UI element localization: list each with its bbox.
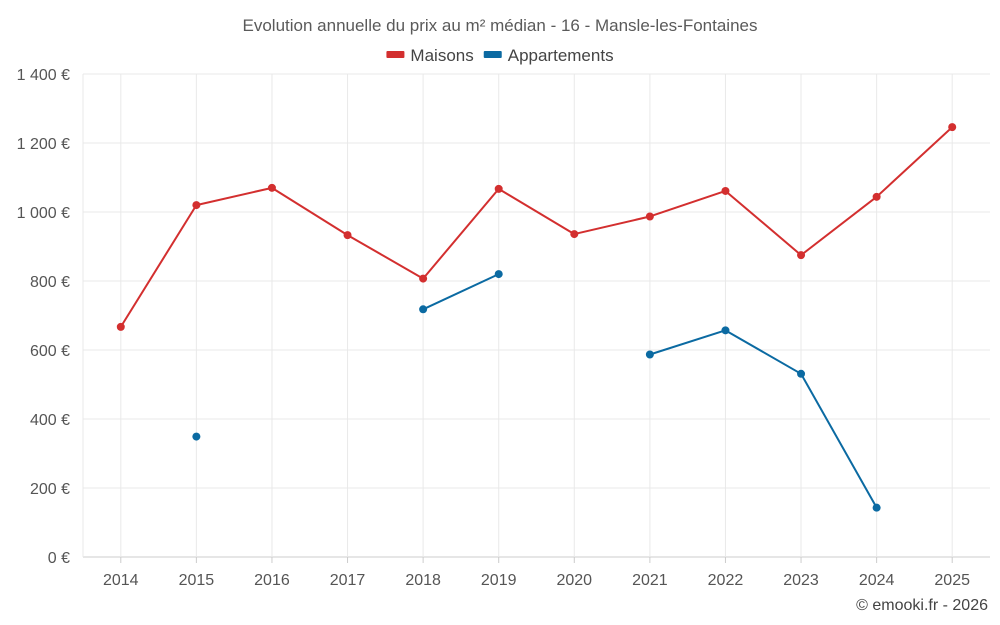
x-tick-label: 2015 <box>179 572 215 589</box>
data-point[interactable] <box>721 326 730 335</box>
data-point[interactable] <box>645 350 654 359</box>
x-tick-label: 2023 <box>783 572 819 589</box>
y-tick-label: 1 400 € <box>17 67 70 84</box>
x-tick-label: 2016 <box>254 572 290 589</box>
x-tick-label: 2025 <box>934 572 970 589</box>
data-point[interactable] <box>343 231 352 240</box>
legend-label: Maisons <box>410 46 473 65</box>
y-tick-label: 200 € <box>30 481 70 498</box>
data-point[interactable] <box>494 270 503 279</box>
legend-swatch <box>483 51 502 58</box>
series-line-segment <box>119 126 953 328</box>
series-line-segment <box>422 273 500 311</box>
legend-swatch <box>386 51 405 58</box>
series-layer <box>116 123 957 512</box>
x-tick-label: 2024 <box>859 572 895 589</box>
data-point[interactable] <box>872 503 881 512</box>
y-axis: 0 € 200 € 400 € 600 € 800 € 1 000 € 1 200 € 1 4… <box>17 67 70 567</box>
x-tick-label: 2021 <box>632 572 668 589</box>
y-tick-label: 0 € <box>48 550 70 567</box>
data-point[interactable] <box>872 192 881 201</box>
data-point[interactable] <box>797 251 806 260</box>
x-axis: 2014 2015 2016 2017 2018 2019 2020 2021 2022 2023… <box>103 557 970 589</box>
legend-item[interactable]: Maisons <box>386 46 474 65</box>
data-point[interactable] <box>948 123 957 132</box>
data-point[interactable] <box>797 369 806 378</box>
x-tick-label: 2018 <box>405 572 441 589</box>
x-tick-label: 2022 <box>708 572 744 589</box>
x-tick-label: 2019 <box>481 572 517 589</box>
x-tick-label: 2017 <box>330 572 366 589</box>
data-point[interactable] <box>721 186 730 195</box>
x-tick-label: 2014 <box>103 572 139 589</box>
data-point[interactable] <box>494 184 503 193</box>
series-appartements <box>192 270 881 512</box>
series-line-segment <box>649 329 878 509</box>
y-tick-label: 800 € <box>30 274 70 291</box>
data-point[interactable] <box>192 201 201 210</box>
legend-item[interactable]: Appartements <box>483 46 614 65</box>
data-point[interactable] <box>267 183 276 192</box>
x-tick-label: 2020 <box>556 572 592 589</box>
data-point[interactable] <box>116 322 125 331</box>
series-maisons <box>116 123 957 331</box>
y-tick-label: 600 € <box>30 343 70 360</box>
legend: Maisons Appartements <box>386 46 614 65</box>
chart-title: Evolution annuelle du prix au m² médian … <box>243 16 758 35</box>
legend-label: Appartements <box>508 46 614 65</box>
data-point[interactable] <box>570 230 579 239</box>
grid <box>82 73 990 558</box>
credit-label: © emooki.fr - 2026 <box>856 597 988 614</box>
y-tick-label: 1 200 € <box>17 136 70 153</box>
y-tick-label: 400 € <box>30 412 70 429</box>
data-point[interactable] <box>419 274 428 283</box>
data-point[interactable] <box>645 212 654 221</box>
y-tick-label: 1 000 € <box>17 205 70 222</box>
data-point[interactable] <box>192 432 201 441</box>
data-point[interactable] <box>419 305 428 314</box>
